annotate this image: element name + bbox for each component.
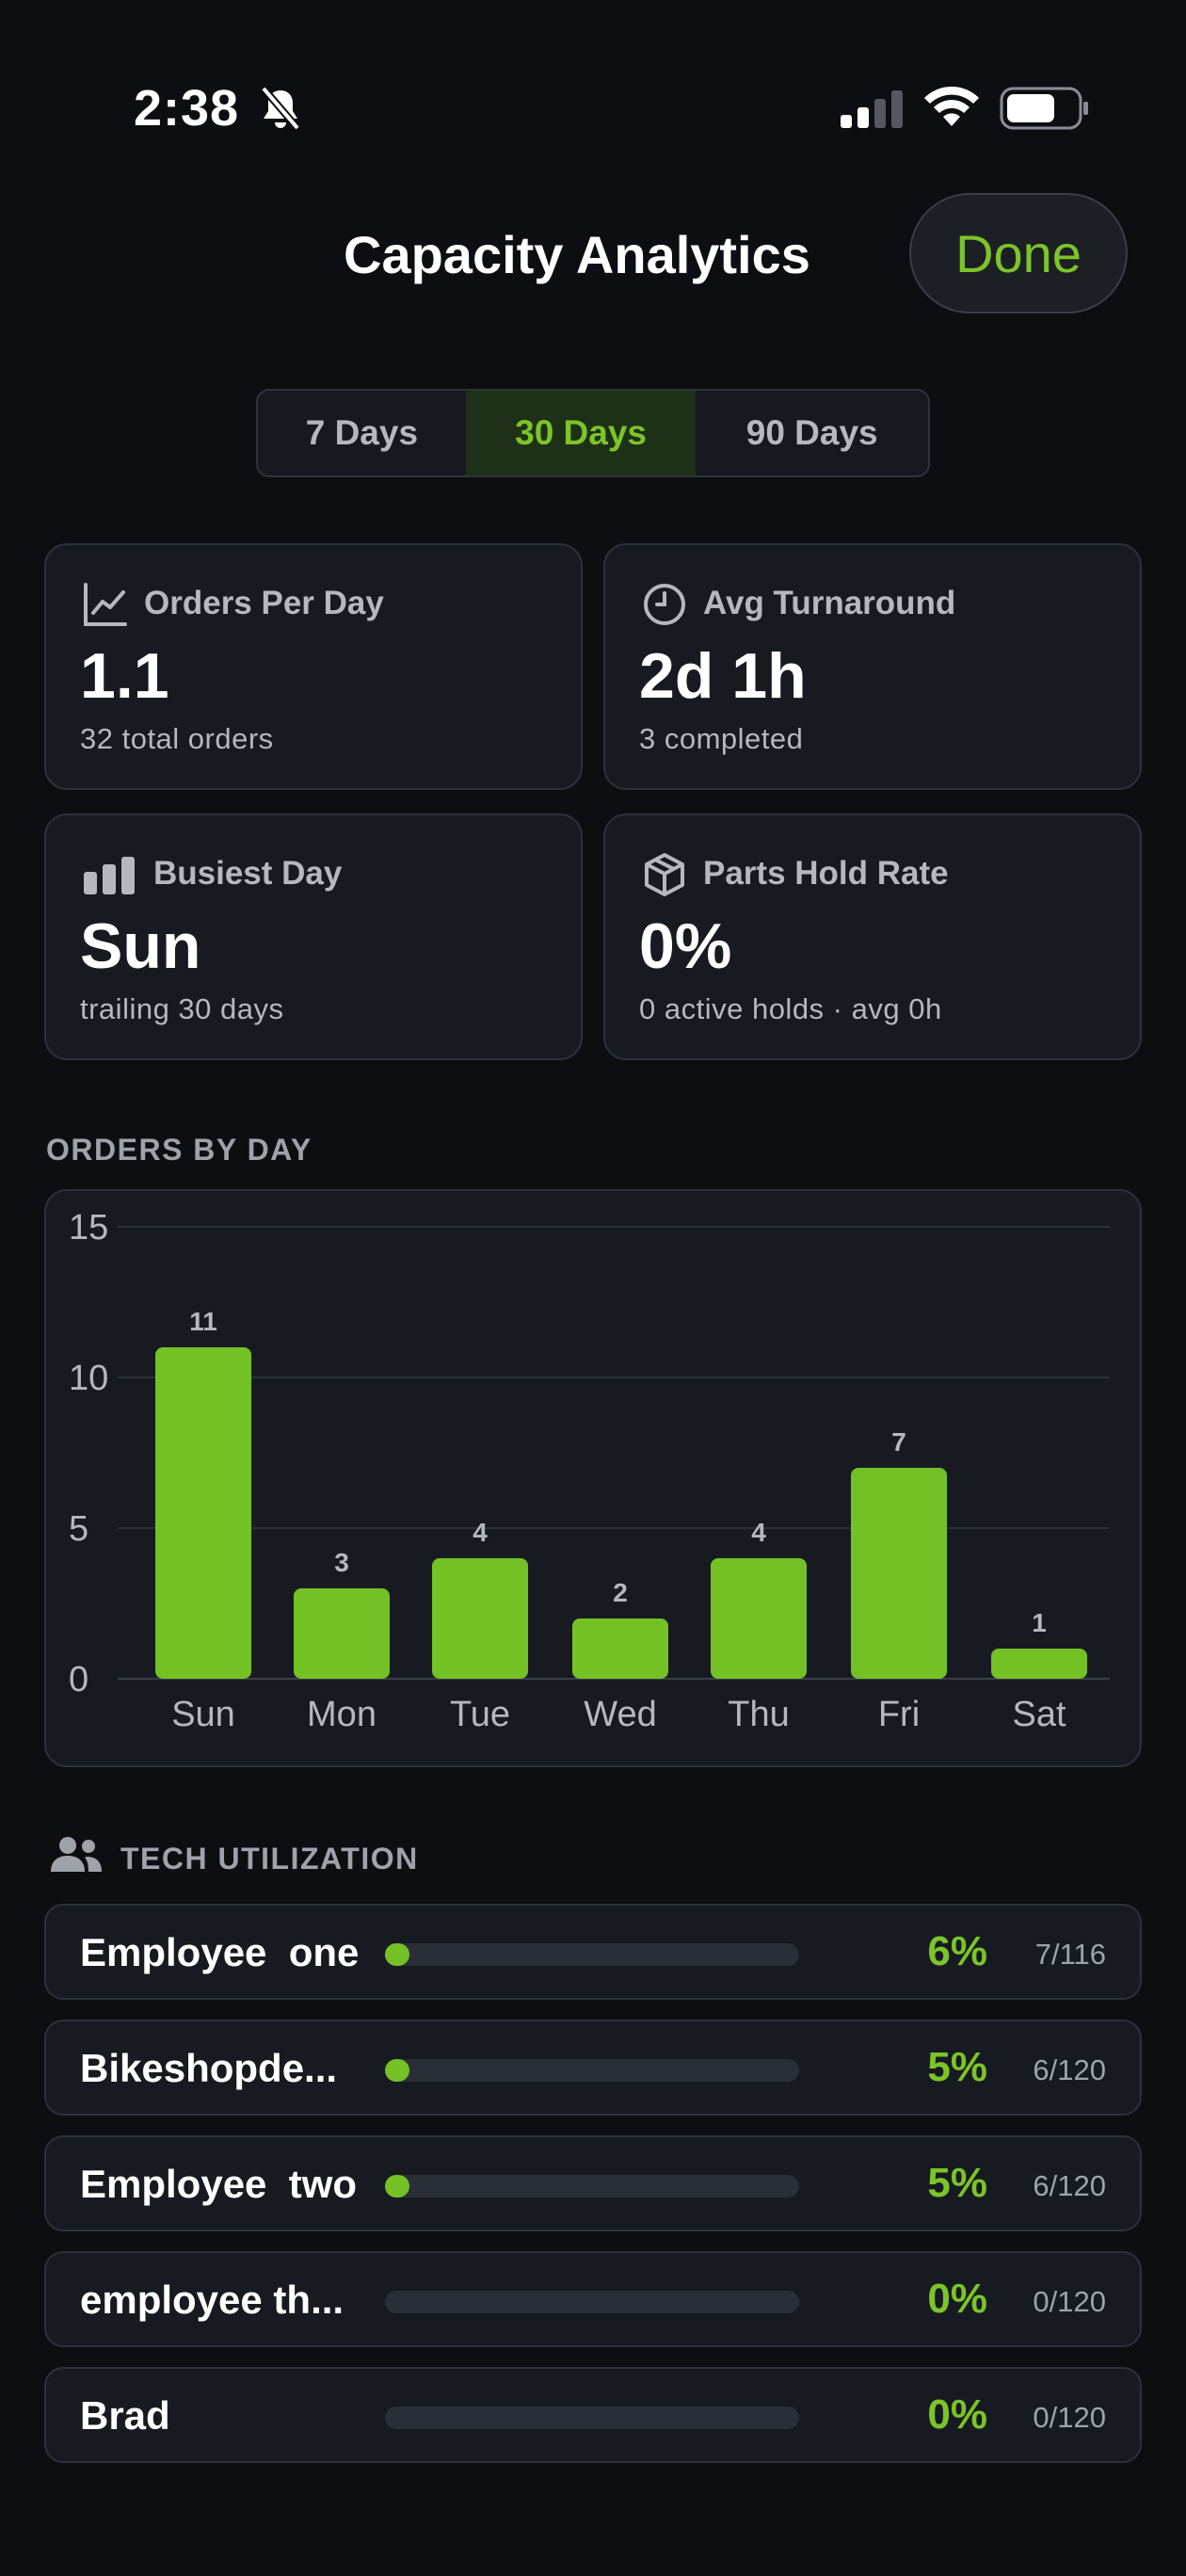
bar-sat[interactable]	[991, 1649, 1087, 1679]
bar-thu[interactable]	[711, 1558, 807, 1679]
parts-hold-rate-card: Parts Hold Rate 0% 0 active holds · avg …	[603, 813, 1142, 1060]
data-label: 3	[334, 1548, 349, 1577]
x-tick-label: Sun	[171, 1695, 235, 1734]
x-tick-label: Tue	[450, 1695, 510, 1734]
bar-sun[interactable]	[155, 1347, 251, 1679]
metric-label: Orders Per Day	[144, 585, 384, 621]
utilization-percent: 5%	[927, 2044, 987, 2090]
wifi-icon	[924, 86, 979, 126]
utilization-ratio: 7/116	[1034, 1938, 1106, 1971]
utilization-percent: 6%	[927, 1928, 987, 1974]
data-label: 11	[189, 1307, 217, 1336]
tech-row[interactable]: Employee one 6% 7/116	[44, 1904, 1142, 2000]
bar-chart-icon	[84, 857, 135, 894]
orders-by-day-chart: 0 5 10 15 11 Sun 3 Mon 4 Tue 2 Wed 4 Thu 7 Fri 1 Sat	[44, 1189, 1142, 1767]
utilization-bar-fill	[385, 2175, 409, 2198]
metric-value: Sun	[80, 910, 201, 982]
bar-fri[interactable]	[851, 1468, 947, 1679]
x-tick-label: Thu	[728, 1695, 789, 1734]
status-time: 2:38	[134, 80, 240, 137]
tech-row[interactable]: Employee two 5% 6/120	[44, 2135, 1142, 2231]
orders-by-day-heading: ORDERS BY DAY	[46, 1133, 313, 1167]
bar-tue[interactable]	[432, 1558, 528, 1679]
tech-name: Employee two	[80, 2162, 358, 2206]
tech-utilization-heading: TECH UTILIZATION	[120, 1842, 419, 1876]
bar-mon[interactable]	[294, 1588, 390, 1679]
people-icon	[51, 1837, 102, 1872]
utilization-bar	[385, 2175, 799, 2198]
metric-value: 1.1	[80, 640, 169, 712]
utilization-bar-fill	[385, 1943, 409, 1966]
metric-label: Avg Turnaround	[703, 585, 956, 621]
metric-value: 0%	[639, 910, 732, 982]
tab-90-days[interactable]: 90 Days	[745, 413, 878, 452]
y-tick-label: 5	[69, 1509, 88, 1549]
utilization-ratio: 0/120	[1033, 2401, 1106, 2434]
bar-chart: 0 5 10 15 11 Sun 3 Mon 4 Tue 2 Wed 4 Thu 7 Fri 1 Sat	[69, 1208, 1110, 1734]
clock-icon	[644, 584, 685, 625]
data-label: 4	[751, 1518, 766, 1547]
utilization-bar	[385, 2291, 799, 2313]
utilization-bar	[385, 2407, 799, 2429]
metric-label: Busiest Day	[153, 855, 343, 892]
tech-name: Brad	[80, 2393, 170, 2438]
page-title: Capacity Analytics	[344, 225, 810, 284]
tech-row[interactable]: employee th... 0% 0/120	[44, 2251, 1142, 2347]
utilization-ratio: 6/120	[1033, 2053, 1106, 2086]
x-tick-label: Mon	[307, 1695, 377, 1734]
busiest-day-card: Busiest Day Sun trailing 30 days	[44, 813, 583, 1060]
metric-subtext: trailing 30 days	[80, 992, 284, 1025]
data-label: 1	[1032, 1608, 1047, 1637]
battery-icon	[1000, 87, 1088, 130]
tech-row[interactable]: Brad 0% 0/120	[44, 2367, 1142, 2463]
utilization-bar-fill	[385, 2059, 409, 2082]
done-button[interactable]: Done	[909, 193, 1128, 314]
tech-name: Bikeshopde...	[80, 2046, 338, 2090]
cellular-signal-icon	[841, 90, 903, 128]
orders-per-day-card: Orders Per Day 1.1 32 total orders	[44, 543, 583, 790]
x-tick-label: Wed	[584, 1695, 656, 1734]
x-tick-label: Fri	[878, 1695, 920, 1734]
data-label: 4	[473, 1518, 488, 1547]
utilization-percent: 0%	[927, 2276, 987, 2322]
metric-subtext: 3 completed	[639, 722, 804, 755]
data-label: 7	[891, 1427, 906, 1457]
date-range-segmented-control: 7 Days 30 Days 90 Days	[256, 389, 930, 477]
utilization-percent: 0%	[927, 2391, 987, 2438]
metric-value: 2d 1h	[639, 640, 807, 712]
tab-30-days[interactable]: 30 Days	[465, 391, 697, 475]
y-tick-label: 0	[69, 1660, 88, 1699]
utilization-ratio: 6/120	[1033, 2169, 1106, 2202]
utilization-bar	[385, 1943, 799, 1966]
avg-turnaround-card: Avg Turnaround 2d 1h 3 completed	[603, 543, 1142, 790]
metric-label: Parts Hold Rate	[703, 855, 949, 892]
bar-wed[interactable]	[572, 1618, 668, 1679]
utilization-percent: 5%	[927, 2160, 987, 2206]
x-tick-label: Sat	[1012, 1695, 1066, 1734]
data-label: 2	[613, 1578, 628, 1607]
metric-subtext: 0 active holds · avg 0h	[639, 992, 942, 1025]
tab-7-days[interactable]: 7 Days	[305, 413, 419, 452]
tech-row[interactable]: Bikeshopde... 5% 6/120	[44, 2020, 1142, 2116]
bell-muted-icon	[260, 86, 301, 131]
box-icon	[645, 853, 684, 896]
y-tick-label: 15	[69, 1208, 108, 1248]
tech-name: Employee one	[80, 1930, 360, 1974]
tech-name: employee th...	[80, 2278, 345, 2322]
utilization-ratio: 0/120	[1033, 2285, 1106, 2318]
trend-chart-icon	[84, 583, 127, 626]
y-tick-label: 10	[69, 1359, 108, 1398]
utilization-bar	[385, 2059, 799, 2082]
metric-subtext: 32 total orders	[80, 722, 274, 755]
